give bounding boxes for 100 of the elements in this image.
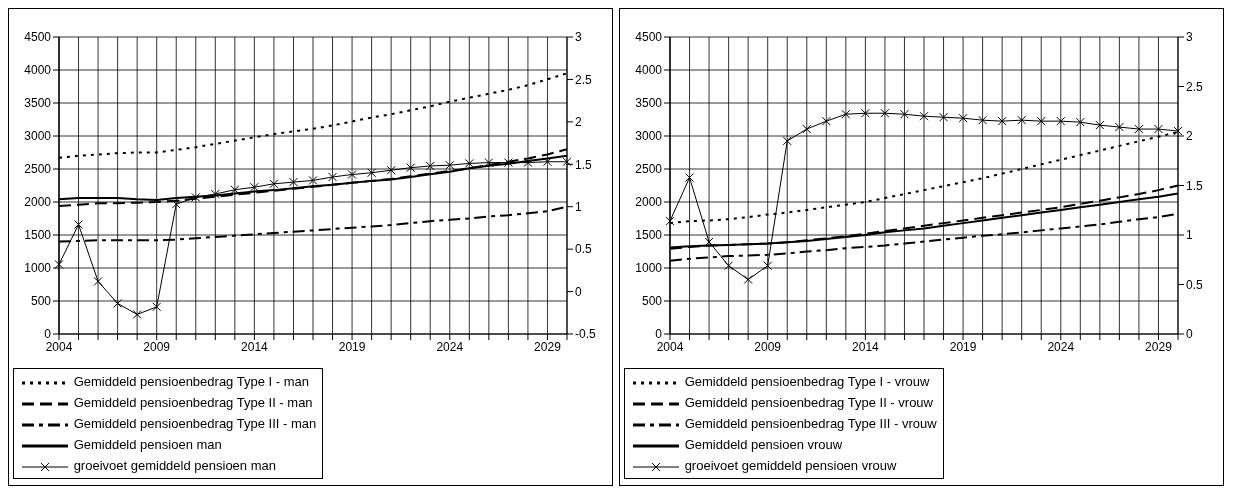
point [860,108,870,118]
point [1075,117,1085,127]
legend-label: Gemiddeld pensioen vrouw [684,437,843,452]
y-tick-label: 2500 [24,162,52,177]
x-tick-label: 2019 [338,339,366,354]
x-tick-label: 2014 [241,339,269,354]
point [113,298,123,308]
x-tick-label: 2029 [1145,339,1173,354]
y-tick-label: 2500 [635,162,663,177]
point [782,136,792,146]
point [93,276,103,286]
legend-label: Gemiddeld pensioenbedrag Type III - man [73,416,317,431]
point [802,124,812,134]
point [841,109,851,119]
point [899,109,909,119]
y-tick-label: 1000 [635,261,663,276]
y2-tick-label: 2 [1186,129,1193,144]
y2-tick-label: 2.5 [1186,79,1204,94]
x-tick-label: 2014 [852,339,880,354]
point [484,158,494,168]
legend-label: groeivoet gemiddeld pensioen vrouw [684,458,897,473]
y-tick-label: 4500 [635,30,663,45]
point [288,177,298,187]
point [821,116,831,126]
point [425,161,435,171]
y-tick-label: 3500 [635,96,663,111]
point [171,199,181,209]
y-tick-label: 3500 [24,96,52,111]
point [997,116,1007,126]
y-tick-label: 1000 [24,261,52,276]
y2-tick-label: 1 [575,199,582,214]
point [1017,115,1027,125]
point [406,163,416,173]
y-tick-label: 2000 [24,195,52,210]
y2-tick-label: 0 [575,284,582,299]
point [503,158,513,168]
legend-label: Gemiddeld pensioenbedrag Type I - man [73,374,309,389]
point [919,111,929,121]
point [445,160,455,170]
point [347,169,357,179]
point [763,261,773,271]
y-tick-label: 1500 [24,228,52,243]
point [308,175,318,185]
point [74,220,84,230]
y-tick-label: 3000 [635,129,663,144]
y2-tick-label: 0.5 [1186,277,1204,292]
point [978,115,988,125]
y-tick-label: 0 [44,327,52,342]
point [269,179,279,189]
point [958,113,968,123]
legend-label: Gemiddeld pensioenbedrag Type III - vrouw [684,416,937,431]
point [1056,116,1066,126]
x-tick-label: 2004 [656,339,684,354]
point [386,165,396,175]
point [210,189,220,199]
y2-tick-label: 3 [575,30,582,45]
y-tick-label: 4000 [635,63,663,78]
point [665,216,675,226]
point [724,261,734,271]
y2-tick-label: 1 [1186,228,1193,243]
point [249,182,259,192]
point [939,112,949,122]
point [132,309,142,319]
point [880,108,890,118]
y2-tick-label: -0.5 [575,327,596,342]
legend-label: Gemiddeld pensioenbedrag Type II - man [73,395,313,410]
x-tick-label: 2004 [45,339,73,354]
point [685,173,695,183]
point [743,275,753,285]
point [191,192,201,202]
y-tick-label: 3000 [24,129,52,144]
x-tick-label: 2019 [949,339,977,354]
x-tick-label: 2009 [143,339,171,354]
y2-tick-label: 0 [1186,327,1193,342]
y-tick-label: 1500 [635,228,663,243]
x-tick-label: 2024 [436,339,464,354]
y-tick-label: 2000 [635,195,663,210]
point [1114,122,1124,132]
point [464,158,474,168]
legend-label: Gemiddeld pensioenbedrag Type II - vrouw [684,395,933,410]
point [1134,124,1144,134]
y2-tick-label: 1.5 [1186,178,1204,193]
point [523,158,533,168]
y-tick-label: 500 [30,294,52,309]
legend-label: Gemiddeld pensioenbedrag Type I - vrouw [684,374,930,389]
point [1095,120,1105,130]
legend-label: groeivoet gemiddeld pensioen man [73,458,276,473]
y2-tick-label: 2.5 [575,72,593,87]
y2-tick-label: 2 [575,115,582,130]
x-tick-label: 2024 [1047,339,1075,354]
y-tick-label: 500 [641,294,663,309]
point [367,168,377,178]
point [542,157,552,167]
y-tick-label: 4500 [24,30,52,45]
y-tick-label: 0 [655,327,663,342]
y2-tick-label: 1.5 [575,157,593,172]
legend-label: Gemiddeld pensioen man [73,437,222,452]
point [1036,116,1046,126]
y-tick-label: 4000 [24,63,52,78]
y2-tick-label: 0.5 [575,242,593,257]
